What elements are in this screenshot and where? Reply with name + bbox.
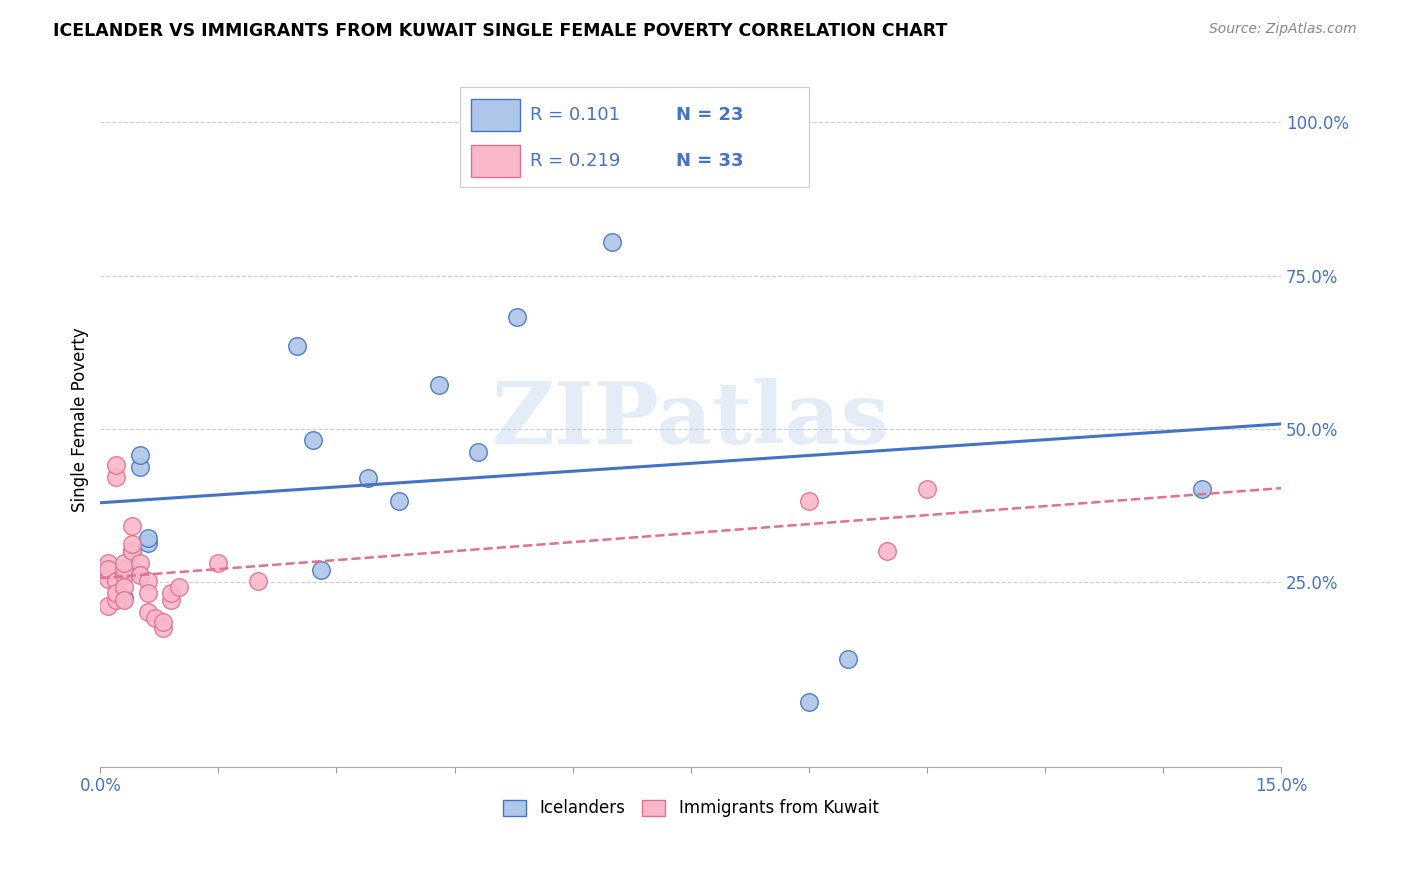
Point xyxy=(837,652,859,666)
Point xyxy=(388,494,411,508)
Point xyxy=(876,543,898,558)
Point xyxy=(112,565,135,579)
Point xyxy=(112,591,135,605)
Point xyxy=(246,574,269,589)
Point xyxy=(112,556,135,570)
Y-axis label: Single Female Poverty: Single Female Poverty xyxy=(72,327,89,512)
Point xyxy=(105,586,128,600)
Point xyxy=(136,605,159,619)
Point xyxy=(97,562,120,576)
Point xyxy=(128,460,150,475)
Text: Source: ZipAtlas.com: Source: ZipAtlas.com xyxy=(1209,22,1357,37)
Point xyxy=(561,115,583,129)
Point xyxy=(121,519,143,533)
Text: ICELANDER VS IMMIGRANTS FROM KUWAIT SINGLE FEMALE POVERTY CORRELATION CHART: ICELANDER VS IMMIGRANTS FROM KUWAIT SING… xyxy=(53,22,948,40)
Point xyxy=(427,377,450,392)
Point xyxy=(105,574,128,589)
Point xyxy=(160,592,183,607)
Point xyxy=(207,556,229,570)
Point xyxy=(121,563,143,577)
Point xyxy=(112,568,135,582)
Point xyxy=(97,599,120,613)
Point xyxy=(145,611,167,625)
Point xyxy=(309,563,332,577)
Point xyxy=(797,494,820,508)
Point xyxy=(105,592,128,607)
Legend: Icelanders, Immigrants from Kuwait: Icelanders, Immigrants from Kuwait xyxy=(496,793,886,824)
Point xyxy=(467,445,489,459)
Point xyxy=(167,580,190,594)
Point xyxy=(302,433,325,447)
Point xyxy=(1191,482,1213,496)
Point xyxy=(112,580,135,594)
Point xyxy=(136,574,159,589)
Point xyxy=(915,482,938,496)
Point xyxy=(136,535,159,549)
Point xyxy=(160,586,183,600)
Point xyxy=(285,339,308,353)
Point xyxy=(121,543,143,558)
Point xyxy=(128,568,150,582)
Point xyxy=(105,470,128,484)
Point xyxy=(357,471,380,485)
Point xyxy=(797,695,820,709)
Point xyxy=(121,543,143,558)
Point xyxy=(105,458,128,472)
Point xyxy=(506,310,529,325)
Text: ZIPatlas: ZIPatlas xyxy=(492,378,890,462)
Point xyxy=(152,622,174,636)
Point xyxy=(136,586,159,600)
Point xyxy=(152,615,174,630)
Point xyxy=(112,592,135,607)
Point xyxy=(97,573,120,587)
Point xyxy=(97,566,120,581)
Point xyxy=(128,448,150,462)
Point xyxy=(121,537,143,551)
Point xyxy=(136,531,159,545)
Point xyxy=(600,235,623,249)
Point xyxy=(128,556,150,570)
Point xyxy=(97,556,120,570)
Point xyxy=(112,562,135,576)
Point xyxy=(105,574,128,589)
